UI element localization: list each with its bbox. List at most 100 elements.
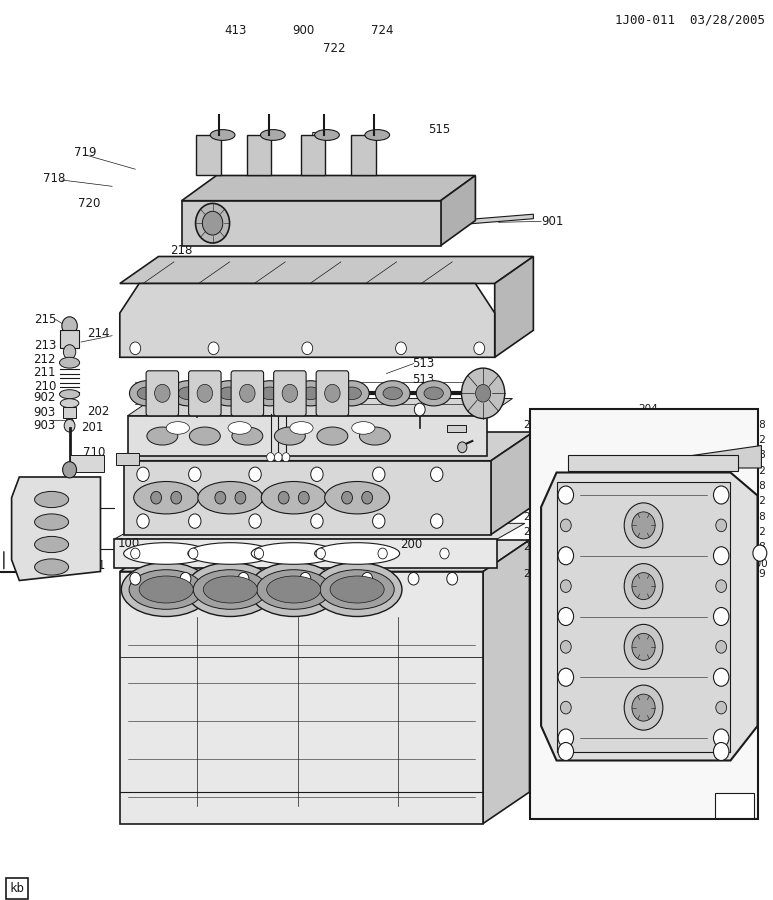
Circle shape xyxy=(171,491,182,504)
Circle shape xyxy=(560,641,571,653)
Polygon shape xyxy=(182,176,475,201)
Text: 300: 300 xyxy=(748,559,768,570)
Text: 256: 256 xyxy=(136,412,158,425)
Text: 203: 203 xyxy=(460,520,482,533)
Ellipse shape xyxy=(260,441,278,452)
Text: VIEW: VIEW xyxy=(598,766,634,778)
Circle shape xyxy=(373,514,385,528)
Polygon shape xyxy=(128,399,512,416)
Circle shape xyxy=(189,548,198,559)
Circle shape xyxy=(632,634,656,661)
Circle shape xyxy=(558,742,574,760)
Circle shape xyxy=(458,442,467,453)
FancyBboxPatch shape xyxy=(231,371,264,416)
Text: gm
spo: gm spo xyxy=(730,800,739,811)
Text: 208: 208 xyxy=(746,542,766,553)
Ellipse shape xyxy=(325,482,390,514)
Text: 515: 515 xyxy=(428,123,450,136)
Text: 222: 222 xyxy=(746,435,766,446)
Circle shape xyxy=(713,742,729,760)
Text: 208: 208 xyxy=(746,511,766,522)
Ellipse shape xyxy=(290,421,313,435)
FancyBboxPatch shape xyxy=(274,371,306,416)
Circle shape xyxy=(155,384,170,402)
Text: 901: 901 xyxy=(542,215,564,228)
Ellipse shape xyxy=(251,543,336,564)
Text: A: A xyxy=(257,402,266,413)
Text: 413: 413 xyxy=(225,24,247,37)
Text: 707: 707 xyxy=(466,457,488,470)
Bar xyxy=(567,454,738,471)
Bar xyxy=(60,330,79,348)
Circle shape xyxy=(300,572,311,585)
Circle shape xyxy=(240,384,255,402)
Circle shape xyxy=(560,580,571,592)
Ellipse shape xyxy=(315,543,400,564)
Polygon shape xyxy=(124,432,533,461)
Text: 222: 222 xyxy=(746,526,766,537)
FancyBboxPatch shape xyxy=(316,371,349,416)
Polygon shape xyxy=(441,176,475,246)
Circle shape xyxy=(215,491,226,504)
Circle shape xyxy=(362,572,373,585)
FancyBboxPatch shape xyxy=(189,371,221,416)
Ellipse shape xyxy=(121,562,211,616)
Ellipse shape xyxy=(139,576,193,603)
Circle shape xyxy=(254,548,264,559)
Ellipse shape xyxy=(386,441,405,452)
Circle shape xyxy=(716,519,727,532)
Circle shape xyxy=(282,384,298,402)
Circle shape xyxy=(716,701,727,714)
Circle shape xyxy=(378,548,387,559)
Circle shape xyxy=(632,694,656,721)
Ellipse shape xyxy=(35,536,69,553)
Ellipse shape xyxy=(424,387,444,400)
Ellipse shape xyxy=(178,387,198,400)
Text: 210: 210 xyxy=(34,380,56,392)
Ellipse shape xyxy=(359,427,390,445)
Ellipse shape xyxy=(416,381,451,406)
Circle shape xyxy=(267,453,274,462)
Circle shape xyxy=(311,514,323,528)
Circle shape xyxy=(151,491,162,504)
Circle shape xyxy=(342,491,352,504)
Circle shape xyxy=(431,514,443,528)
Text: 208: 208 xyxy=(746,450,766,461)
Ellipse shape xyxy=(210,130,235,140)
Circle shape xyxy=(63,345,76,359)
Circle shape xyxy=(713,729,729,747)
Text: 220: 220 xyxy=(372,343,393,356)
Bar xyxy=(128,416,487,456)
Circle shape xyxy=(713,486,729,504)
Text: 208: 208 xyxy=(523,419,543,430)
Bar xyxy=(120,572,483,824)
Text: 719: 719 xyxy=(73,146,97,158)
Ellipse shape xyxy=(124,543,209,564)
Circle shape xyxy=(713,608,729,625)
Polygon shape xyxy=(433,214,533,227)
Text: 208: 208 xyxy=(523,481,543,491)
Polygon shape xyxy=(114,523,525,539)
Ellipse shape xyxy=(203,576,257,603)
Circle shape xyxy=(558,668,574,686)
Circle shape xyxy=(560,519,571,532)
Ellipse shape xyxy=(334,381,369,406)
Text: 204: 204 xyxy=(439,505,461,518)
Circle shape xyxy=(474,342,485,355)
Ellipse shape xyxy=(320,570,394,609)
Ellipse shape xyxy=(35,559,69,575)
Text: 208: 208 xyxy=(746,481,766,491)
Text: 514: 514 xyxy=(311,131,332,144)
Circle shape xyxy=(625,625,663,670)
Ellipse shape xyxy=(352,421,375,435)
Text: 213: 213 xyxy=(34,339,56,352)
Polygon shape xyxy=(120,256,533,284)
Ellipse shape xyxy=(35,491,69,508)
Bar xyxy=(196,135,221,176)
Polygon shape xyxy=(12,477,100,580)
Circle shape xyxy=(440,548,449,559)
Text: 513: 513 xyxy=(413,374,434,386)
Ellipse shape xyxy=(323,441,342,452)
Circle shape xyxy=(408,572,419,585)
Ellipse shape xyxy=(189,427,220,445)
